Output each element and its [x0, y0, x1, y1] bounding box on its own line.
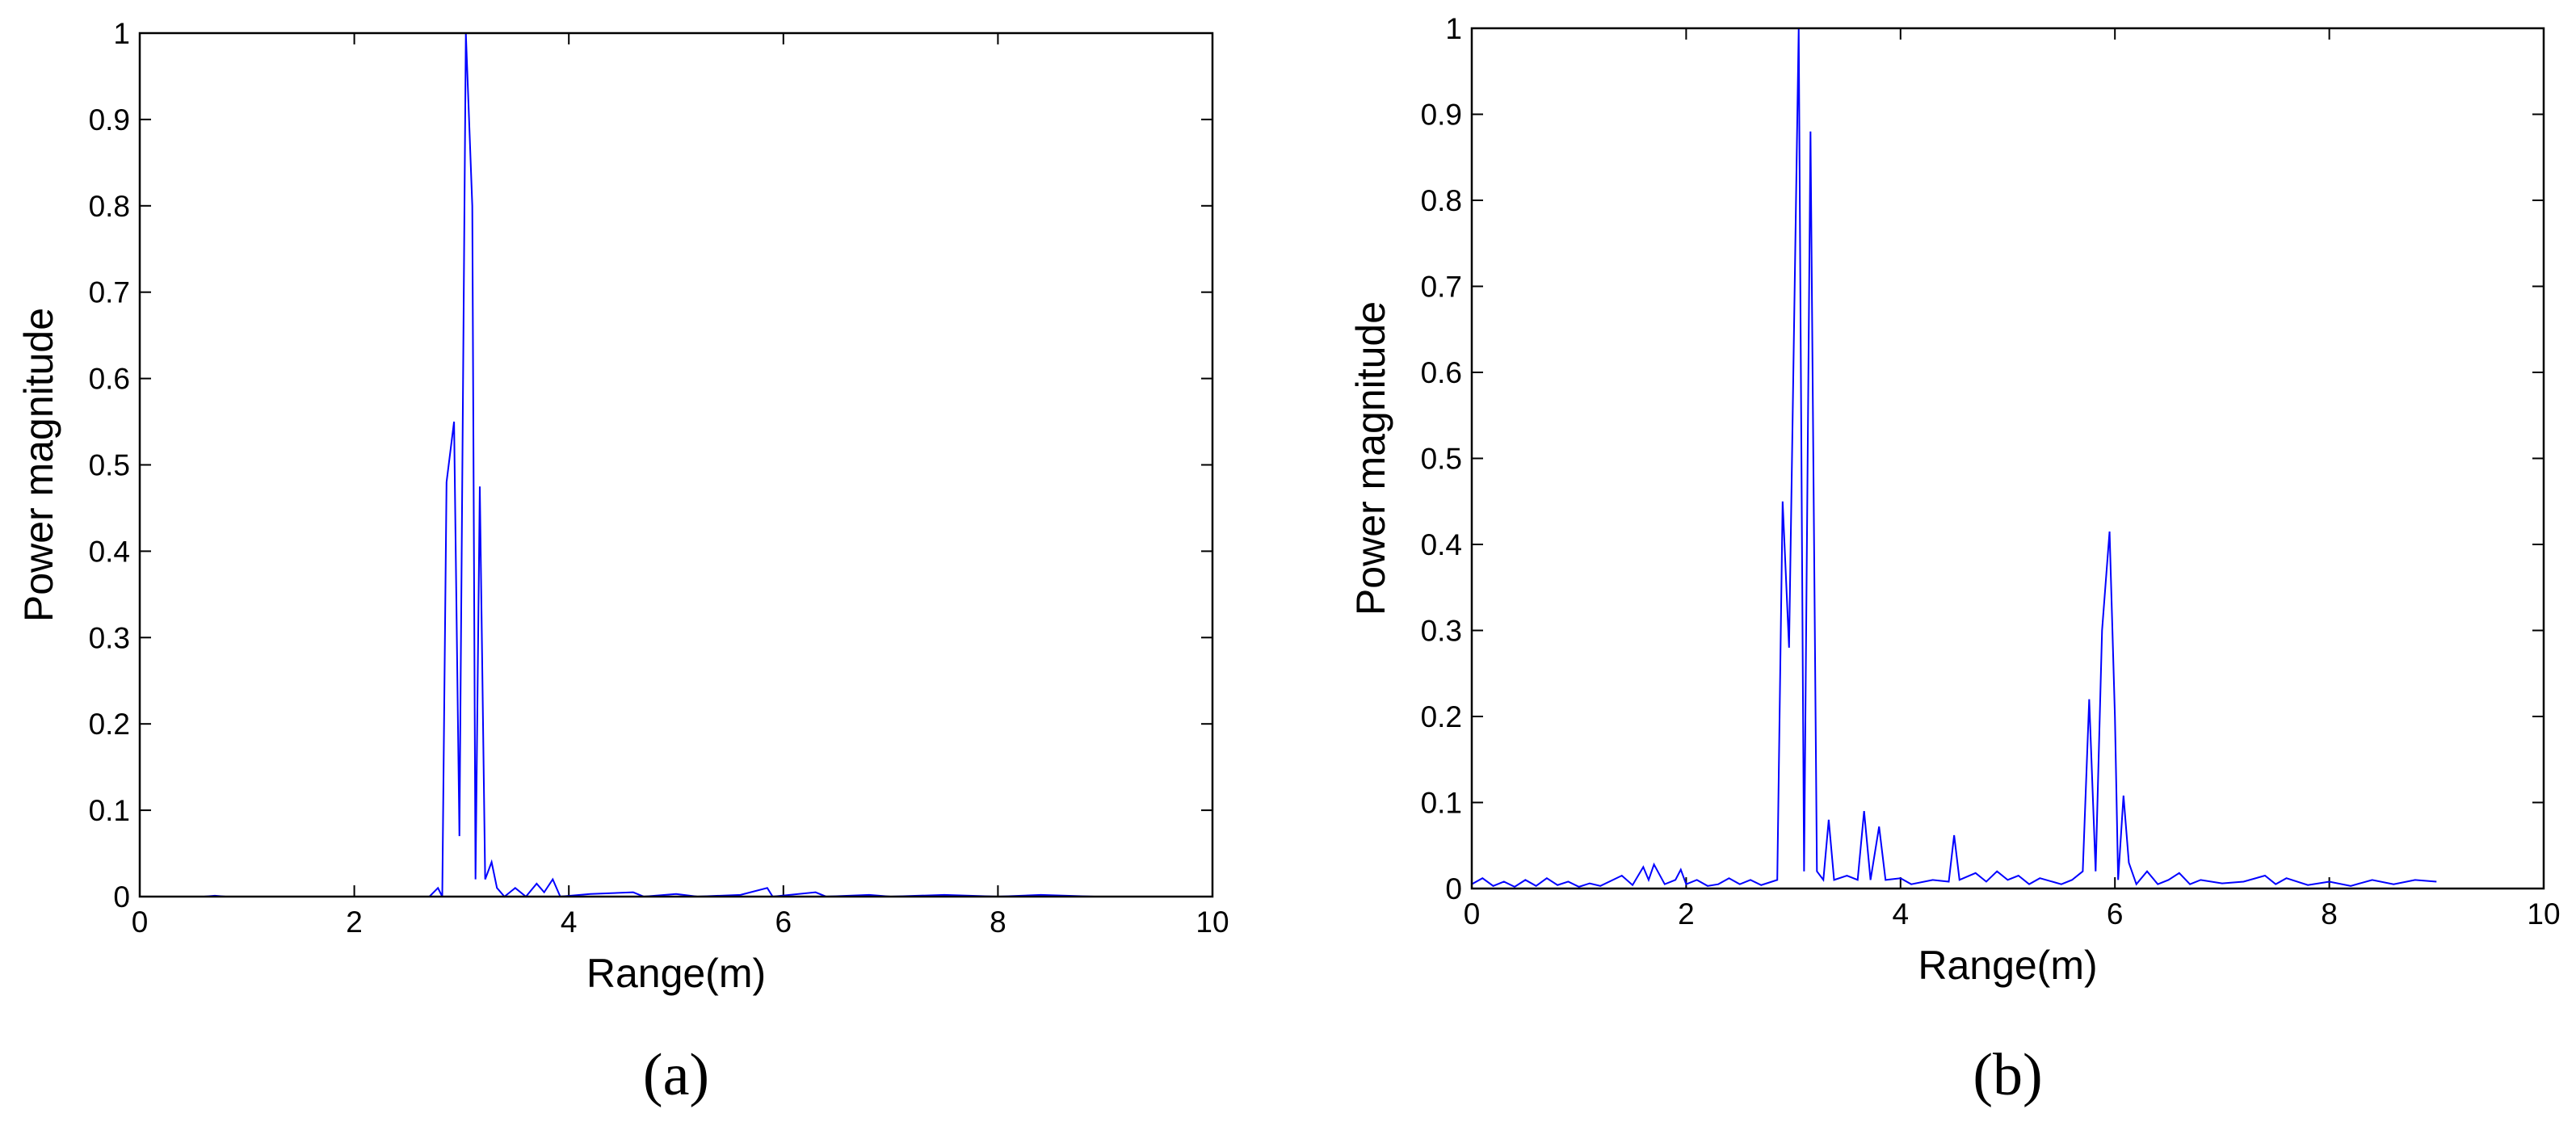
y-tick-label: 0.9: [1421, 99, 1462, 132]
x-axis-label: Range(m): [1918, 943, 2097, 988]
y-tick-label: 0.2: [89, 708, 130, 741]
y-tick-label: 0.7: [1421, 271, 1462, 304]
y-tick-label: 0.1: [1421, 787, 1462, 820]
caption: (a): [643, 1042, 709, 1108]
y-tick-label: 0.2: [1421, 700, 1462, 733]
x-tick-label: 6: [775, 905, 792, 939]
plot-area: [140, 33, 1212, 897]
y-axis-label: Power magnitude: [16, 308, 61, 622]
x-tick-label: 2: [346, 905, 363, 939]
x-tick-label: 0: [1464, 897, 1481, 931]
x-tick-label: 4: [561, 905, 578, 939]
y-tick-label: 0: [1445, 872, 1462, 905]
x-tick-label: 10: [1196, 905, 1229, 939]
x-tick-label: 6: [2107, 897, 2124, 931]
x-tick-label: 10: [2527, 897, 2560, 931]
y-tick-label: 0.3: [89, 621, 130, 654]
data-line: [1471, 27, 2437, 889]
plot-frame: [138, 32, 1214, 898]
y-tick-label: 1: [113, 17, 130, 50]
y-tick-label: 0.5: [89, 449, 130, 482]
y-tick-label: 0.6: [89, 363, 130, 396]
x-tick-label: 0: [132, 905, 149, 939]
y-tick-label: 0.9: [89, 103, 130, 137]
y-tick-label: 0.6: [1421, 356, 1462, 389]
y-tick-label: 0.4: [89, 535, 130, 568]
data-line: [204, 32, 1095, 898]
y-tick-label: 0.8: [1421, 184, 1462, 217]
x-tick-label: 2: [1678, 897, 1695, 931]
x-axis-label: Range(m): [586, 951, 766, 996]
x-tick-label: 8: [2321, 897, 2338, 931]
y-tick-label: 0.5: [1421, 443, 1462, 476]
y-axis-label: Power magnitude: [1348, 301, 1393, 616]
plot-area: [1472, 28, 2544, 889]
x-tick-label: 4: [1893, 897, 1910, 931]
y-tick-label: 0.1: [89, 794, 130, 827]
caption: (b): [1973, 1042, 2042, 1108]
y-tick-label: 0.3: [1421, 615, 1462, 648]
y-tick-label: 0.4: [1421, 528, 1462, 561]
x-tick-label: 8: [990, 905, 1006, 939]
y-tick-label: 0.7: [89, 276, 130, 309]
y-tick-label: 1: [1445, 12, 1462, 45]
plot-frame: [1470, 27, 2545, 890]
y-tick-label: 0.8: [89, 190, 130, 223]
y-tick-label: 0: [113, 880, 130, 914]
